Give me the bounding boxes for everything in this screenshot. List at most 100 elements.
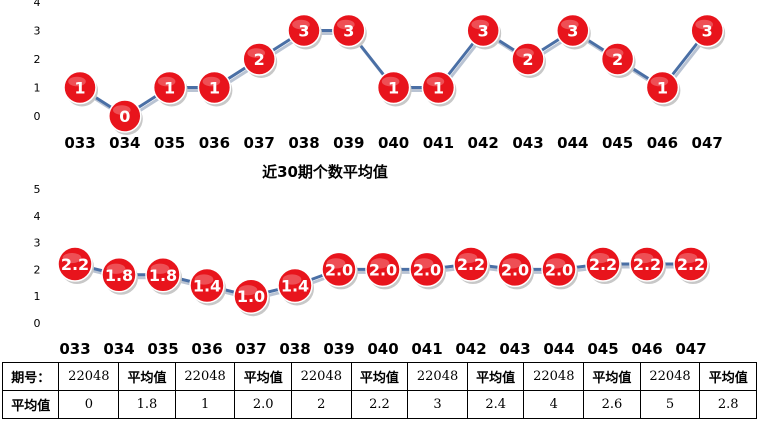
y-tick-label: 1 xyxy=(34,290,41,303)
table-cell: 4 xyxy=(523,390,585,419)
table-cell: 1 xyxy=(174,390,236,419)
x-tick-label: 047 xyxy=(675,340,706,358)
point-marker-highlight xyxy=(458,252,478,264)
point-marker xyxy=(409,251,445,288)
x-tick-label: 036 xyxy=(191,340,222,358)
table-cell: 平均值 xyxy=(583,362,641,391)
table-cell: 平均值 xyxy=(350,362,409,391)
data-label: 0 xyxy=(119,107,130,126)
table-cell: 平均值 xyxy=(1,390,60,419)
point-marker-highlight xyxy=(370,258,390,269)
x-tick-label: 043 xyxy=(512,134,543,152)
data-label: 2.2 xyxy=(677,255,705,274)
x-tick-label: 041 xyxy=(423,134,454,152)
table-row: 平均值 0 1.8 1 2.0 2 2.2 3 2.4 4 2.6 5 2.8 xyxy=(1,390,757,419)
point-marker xyxy=(101,257,137,293)
x-tick-label: 037 xyxy=(244,134,275,152)
point-marker xyxy=(511,42,545,76)
point-marker xyxy=(629,246,665,282)
x-tick-label: 039 xyxy=(333,134,364,152)
point-marker xyxy=(57,246,93,282)
table-cell: 平均值 xyxy=(118,362,176,391)
point-marker-highlight xyxy=(695,19,713,30)
data-label: 2.0 xyxy=(369,260,397,279)
x-tick-label: 043 xyxy=(499,340,530,358)
table-cell: 5 xyxy=(639,390,701,419)
x-tick-label: 034 xyxy=(103,340,134,358)
x-tick-label: 033 xyxy=(59,340,90,358)
data-label: 1 xyxy=(657,79,668,98)
data-label: 3 xyxy=(298,22,309,41)
point-marker xyxy=(233,278,269,314)
table-cell: 3 xyxy=(407,390,468,419)
table-cell: 平均值 xyxy=(699,362,757,391)
point-marker-highlight xyxy=(238,285,258,296)
average-table: 期号： 22048 平均值 22048 平均值 22048 平均值 22048 … xyxy=(1,362,757,419)
x-tick-label: 036 xyxy=(199,134,230,152)
table-cell: 2.6 xyxy=(583,390,641,419)
point-marker-highlight xyxy=(561,19,579,30)
point-marker xyxy=(421,70,456,105)
x-tick-label: 042 xyxy=(468,134,499,152)
data-label: 2 xyxy=(522,50,533,69)
table-cell: 22048 xyxy=(174,362,236,391)
data-label: 2.2 xyxy=(633,255,661,274)
data-label: 2.0 xyxy=(501,260,529,279)
point-marker xyxy=(321,251,357,288)
y-tick-label: 2 xyxy=(34,53,41,66)
point-marker-highlight xyxy=(326,258,346,269)
x-tick-label: 046 xyxy=(647,134,678,152)
data-label: 2.0 xyxy=(545,260,573,279)
data-label: 3 xyxy=(478,22,489,41)
chart-30-period-average: 0 1 2 3 4 5 2.2 033 1.8 034 1.8 035 1.4 036 1.0 037 1.4 0… xyxy=(34,183,710,358)
point-marker-highlight xyxy=(516,48,534,58)
x-tick-label: 038 xyxy=(288,134,319,152)
data-label: 2.0 xyxy=(325,260,353,279)
point-marker-highlight xyxy=(113,105,131,115)
y-tick-label: 1 xyxy=(34,82,41,95)
data-label: 2.0 xyxy=(413,260,441,279)
data-label: 1 xyxy=(433,79,444,98)
x-tick-label: 040 xyxy=(367,340,398,358)
point-marker-highlight xyxy=(502,258,522,269)
x-tick-label: 035 xyxy=(154,134,185,152)
data-label: 3 xyxy=(343,22,354,41)
point-marker xyxy=(287,13,321,48)
point-marker xyxy=(466,13,500,48)
x-tick-label: 044 xyxy=(557,134,588,152)
point-marker xyxy=(145,257,181,293)
x-tick-label: 047 xyxy=(692,134,723,152)
table-cell: 平均值 xyxy=(466,362,525,391)
x-tick-label: 037 xyxy=(235,340,266,358)
y-tick-label: 2 xyxy=(34,263,41,276)
x-tick-label: 045 xyxy=(587,340,618,358)
point-marker-highlight xyxy=(282,274,302,285)
point-marker-highlight xyxy=(150,263,170,274)
point-marker-highlight xyxy=(247,48,265,58)
point-marker-highlight xyxy=(68,76,86,87)
table-cell: 22048 xyxy=(639,362,701,391)
point-marker xyxy=(453,246,489,282)
table-cell: 2.2 xyxy=(350,390,409,419)
point-marker-highlight xyxy=(106,263,126,274)
point-marker-highlight xyxy=(426,76,445,87)
point-marker xyxy=(556,13,590,48)
data-label: 2 xyxy=(254,50,265,69)
point-marker xyxy=(690,13,724,48)
point-marker-highlight xyxy=(546,258,566,269)
table-cell: 2.8 xyxy=(699,390,757,419)
data-label: 1 xyxy=(74,79,85,98)
data-label: 2.2 xyxy=(61,255,89,274)
x-tick-label: 040 xyxy=(378,134,409,152)
point-marker xyxy=(645,70,680,105)
point-marker-highlight xyxy=(194,274,214,285)
point-marker-highlight xyxy=(634,252,654,264)
table-cell: 22048 xyxy=(407,362,468,391)
x-tick-label: 041 xyxy=(411,340,442,358)
data-label: 2.2 xyxy=(589,255,617,274)
table-cell: 2.4 xyxy=(466,390,525,419)
y-tick-label: 4 xyxy=(34,210,41,223)
point-marker xyxy=(63,70,97,105)
point-marker-highlight xyxy=(381,76,400,87)
